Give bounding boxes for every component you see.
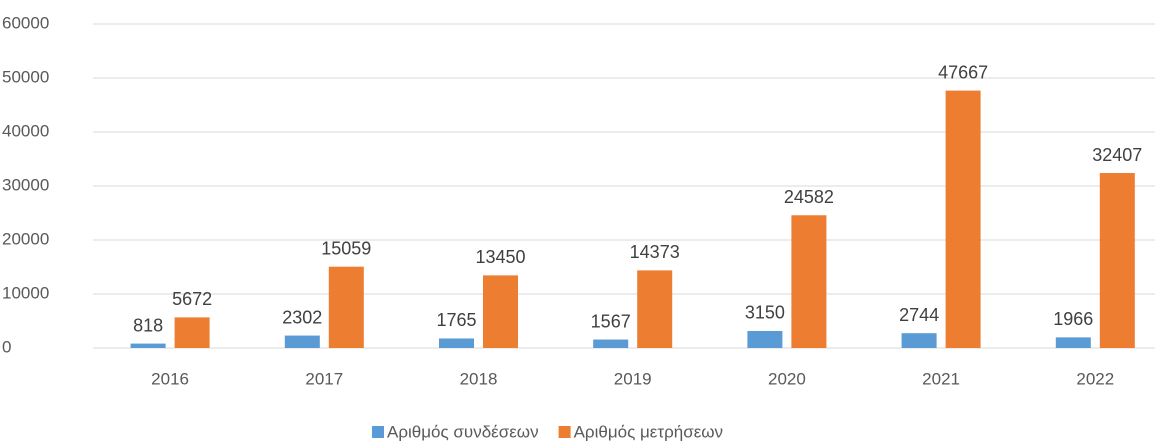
data-label: 1966 (1053, 309, 1093, 329)
data-label: 24582 (784, 187, 834, 207)
x-tick-label: 2022 (1076, 369, 1114, 388)
bar (747, 330, 783, 348)
bar (1055, 337, 1091, 348)
data-label: 2744 (899, 305, 939, 325)
x-tick-label: 2020 (768, 369, 806, 388)
bar (593, 339, 629, 348)
bar (328, 266, 364, 348)
legend-swatch (558, 426, 571, 438)
data-label: 2302 (282, 307, 322, 327)
x-tick-label: 2019 (614, 369, 652, 388)
data-label: 818 (133, 315, 163, 335)
data-label: 1567 (591, 311, 631, 331)
y-tick-label: 60000 (2, 13, 49, 32)
y-tick-label: 0 (2, 337, 11, 356)
bar (637, 270, 673, 348)
legend-label: Αριθμός μετρήσεων (574, 422, 723, 441)
y-tick-label: 10000 (2, 283, 49, 302)
data-label: 3150 (745, 303, 785, 323)
y-tick-label: 20000 (2, 229, 49, 248)
data-label: 32407 (1092, 145, 1142, 165)
bar (791, 215, 827, 348)
bar (130, 343, 166, 348)
x-tick-label: 2017 (305, 369, 343, 388)
data-label: 47667 (938, 62, 988, 82)
bar (439, 338, 474, 348)
data-label: 14373 (630, 242, 680, 262)
y-tick-label: 50000 (2, 67, 49, 86)
bar (901, 333, 937, 348)
data-label: 15059 (321, 238, 371, 258)
x-tick-label: 2018 (460, 369, 498, 388)
x-tick-label: 2016 (151, 369, 189, 388)
legend-label: Αριθμός συνδέσεων (387, 422, 539, 441)
y-tick-label: 30000 (2, 175, 49, 194)
bar (1099, 173, 1135, 348)
bar (483, 275, 518, 348)
data-label: 13450 (475, 247, 525, 267)
data-label: 5672 (172, 289, 212, 309)
x-tick-label: 2021 (922, 369, 960, 388)
bar (945, 90, 981, 348)
legend-swatch (372, 426, 384, 438)
bar (284, 335, 320, 348)
y-tick-label: 40000 (2, 121, 49, 140)
bar (174, 317, 210, 348)
data-label: 1765 (436, 310, 476, 330)
